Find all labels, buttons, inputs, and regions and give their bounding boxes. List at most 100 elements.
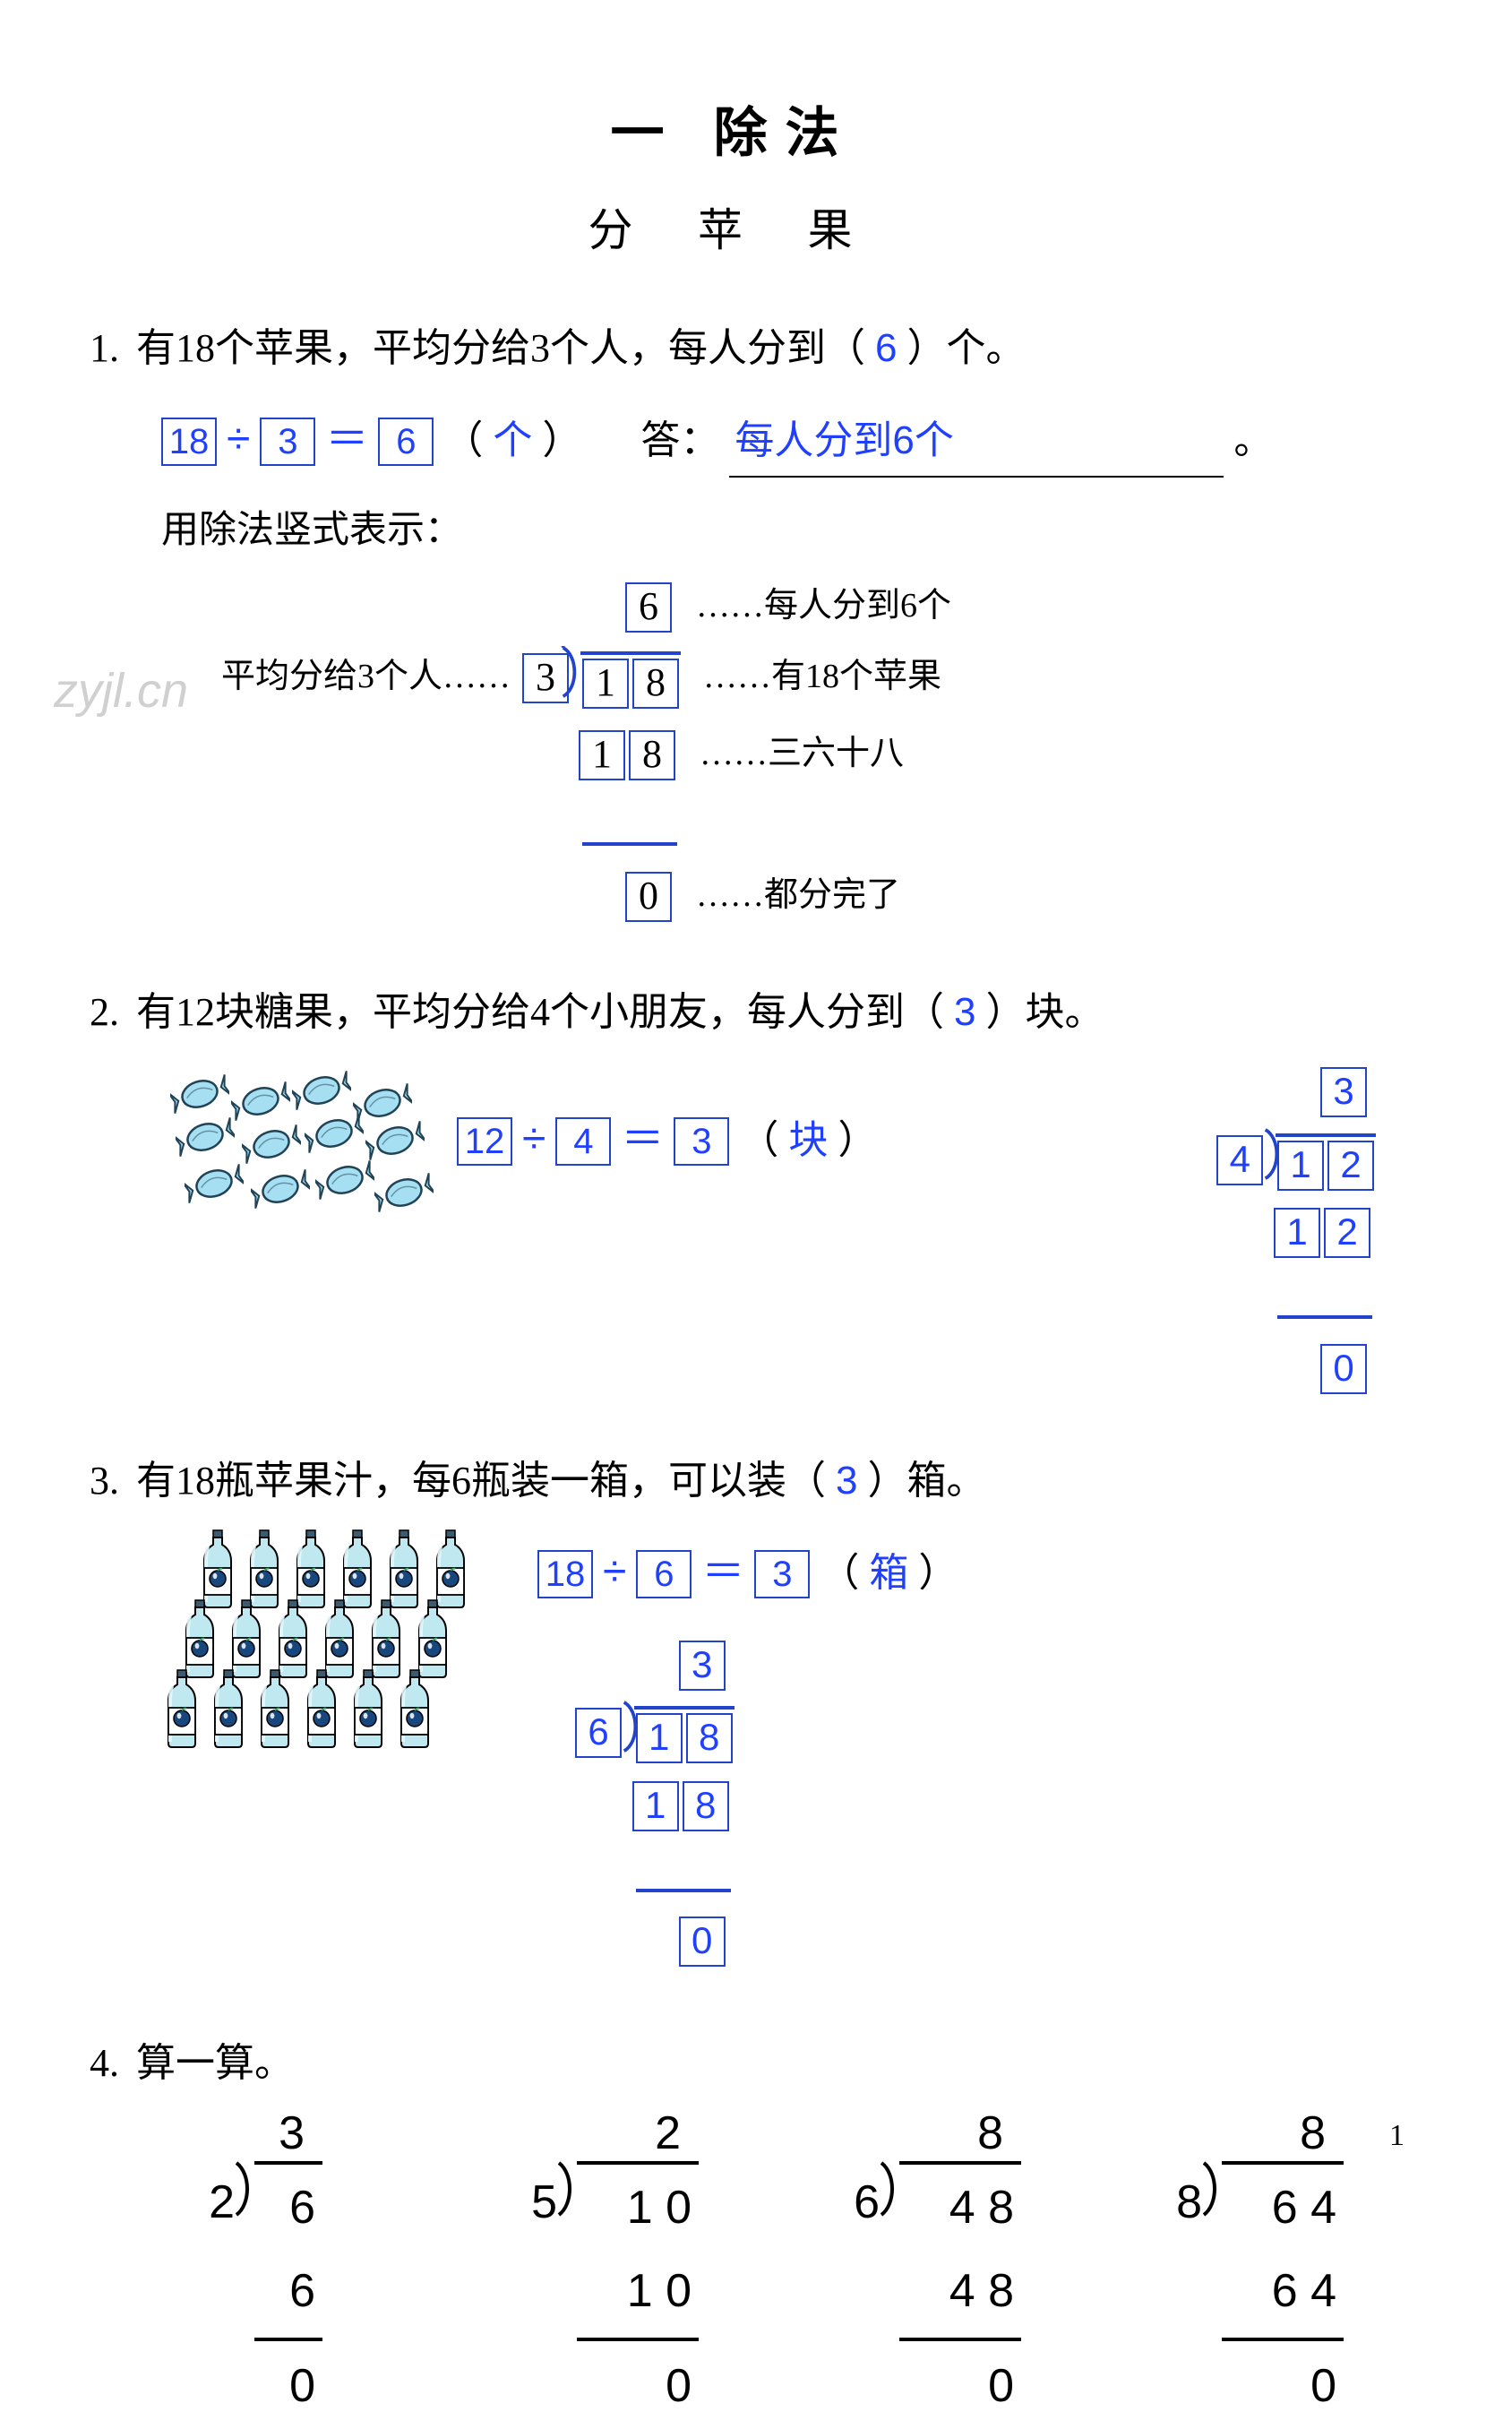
equation-b: 3	[260, 418, 315, 466]
ld-left-annot: 平均分给3个人……	[161, 651, 511, 702]
long-division-1: 6 ……每人分到6个 平均分给3个人…… 3 18 ……有18个苹果	[161, 581, 1378, 941]
pd-remainder: 0	[1222, 2345, 1344, 2429]
equation-a: 18	[161, 418, 217, 466]
candy-icon	[305, 1114, 364, 1153]
ld-remainder: 0	[679, 1916, 726, 1967]
division-bracket-icon	[1202, 2161, 1222, 2218]
equation-op: ÷	[603, 1548, 626, 1596]
long-division-plain: 2 5 1 0 1 0 0	[520, 2107, 735, 2429]
ld-remainder: 0	[1320, 1344, 1367, 1394]
question-2: 2. 有12块糖果，平均分给4个小朋友，每人分到（ 3 ）块。	[90, 977, 1378, 1409]
ld-annot-partial: ……三六十八	[700, 728, 904, 779]
long-division-plain: 8 6 4 8 4 8 0	[842, 2107, 1057, 2429]
bottle-icon	[301, 1668, 342, 1749]
bottle-icon	[161, 1668, 202, 1749]
equation-row: 18 ÷ 3 ＝ 6 （ 个 ） 答： 每人分到6个 。	[161, 401, 1378, 478]
ld-quotient: 3	[679, 1641, 726, 1691]
bottle-icon	[319, 1598, 360, 1679]
equation-unit: 块	[788, 1118, 828, 1162]
pd-partial: 4 8	[899, 2250, 1021, 2334]
question-number: 1.	[90, 326, 119, 370]
question-text-tail: ）箱。	[867, 1459, 985, 1503]
equation-eq: ＝	[621, 1115, 664, 1163]
ld-partial-2: 2	[1324, 1208, 1370, 1258]
bottle-illustration	[161, 1534, 537, 1803]
candy-icon	[176, 1117, 235, 1157]
pd-partial: 6 4	[1222, 2250, 1344, 2334]
ld-dividend-1: 1	[582, 659, 629, 709]
unit-close: ）	[542, 418, 581, 462]
ld-partial-1: 1	[1274, 1208, 1320, 1258]
answer-blank: 6	[875, 326, 897, 370]
ld-dividend-1: 1	[636, 1713, 683, 1763]
pd-partial: 1 0	[577, 2250, 699, 2334]
bottle-icon	[383, 1529, 425, 1609]
candy-icon	[315, 1160, 374, 1200]
bottle-icon	[226, 1598, 267, 1679]
ld-quotient: 3	[1320, 1067, 1367, 1117]
ld-partial-1: 1	[632, 1781, 679, 1831]
candy-illustration	[161, 1065, 457, 1209]
question-text-tail: ）个。	[906, 326, 1025, 370]
q2-row: 12 ÷ 4 ＝ 3 （ 块 ） 3 4	[161, 1065, 1378, 1409]
pd-remainder: 0	[254, 2345, 322, 2429]
long-division-3: 3 6 18	[573, 1639, 736, 1983]
bottle-icon	[179, 1598, 220, 1679]
pd-partial: 6	[254, 2250, 322, 2334]
equation-c: 3	[754, 1550, 810, 1598]
answer-blank: 3	[954, 990, 975, 1034]
ld-remainder: 0	[625, 872, 672, 922]
bottle-icon	[208, 1668, 249, 1749]
candy-icon	[251, 1169, 310, 1209]
equation-c: 3	[674, 1117, 729, 1166]
ld-partial-2: 8	[683, 1781, 729, 1831]
q3-row: 18 ÷ 6 ＝ 3 （ 箱 ） 3 6	[161, 1534, 1378, 1982]
ld-partial-2: 8	[629, 730, 675, 780]
candy-icon	[242, 1124, 301, 1164]
ld-partial-1: 1	[579, 730, 625, 780]
ld-divisor: 4	[1216, 1135, 1263, 1185]
unit-open: （	[443, 418, 483, 462]
bottle-icon	[254, 1668, 296, 1749]
bottle-icon	[337, 1529, 378, 1609]
equation-b: 4	[555, 1117, 611, 1166]
section-subtitle: 分 苹 果	[90, 194, 1378, 259]
question-3: 3. 有18瓶苹果汁，每6瓶装一箱，可以装（ 3 ）箱。	[90, 1445, 1378, 1983]
ld-annot-quotient: ……每人分到6个	[696, 581, 951, 631]
bottle-icon	[197, 1529, 238, 1609]
candy-icon	[185, 1164, 244, 1203]
answer-end: 。	[1233, 418, 1273, 462]
pd-divisor: 5	[520, 2161, 557, 2245]
division-bracket-icon	[557, 2161, 577, 2218]
ld-annot-dividend: ……有18个苹果	[703, 651, 941, 702]
question-4: 4. 算一算。 3 2 6 6 0 2 5	[90, 2028, 1378, 2429]
pd-dividend: 6 4	[1222, 2161, 1344, 2251]
pd-divisor: 2	[197, 2161, 235, 2245]
q4-problems-row: 3 2 6 6 0 2 5 1	[143, 2107, 1378, 2429]
answer-blank: 3	[836, 1459, 857, 1503]
answer-text: 每人分到6个	[735, 418, 953, 462]
ld-dividend-2: 8	[686, 1713, 733, 1763]
equation-eq: ＝	[701, 1548, 744, 1596]
ld-dividend-2: 2	[1327, 1141, 1374, 1191]
pd-dividend: 6	[254, 2161, 322, 2251]
bottle-icon	[412, 1598, 453, 1679]
question-number: 4.	[90, 2041, 119, 2085]
bottle-icon	[290, 1529, 331, 1609]
question-text: 有12块糖果，平均分给4个小朋友，每人分到（	[136, 990, 944, 1034]
pd-dividend: 4 8	[899, 2161, 1021, 2251]
equation-op: ÷	[227, 416, 250, 463]
equation-c: 6	[378, 418, 434, 466]
question-text: 算一算。	[136, 2041, 294, 2085]
unit-open: （	[820, 1551, 859, 1595]
bottle-icon	[348, 1668, 389, 1749]
unit-close: ）	[838, 1118, 877, 1162]
answer-line: 每人分到6个	[729, 405, 1224, 478]
ld-divisor: 3	[522, 653, 569, 703]
unit-close: ）	[918, 1551, 958, 1595]
question-text-tail: ）块。	[985, 990, 1104, 1034]
equation-eq: ＝	[325, 416, 368, 463]
long-division-plain: 3 2 6 6 0	[197, 2107, 412, 2429]
page-number: 1	[1389, 2119, 1405, 2153]
unit-open: （	[739, 1118, 778, 1162]
